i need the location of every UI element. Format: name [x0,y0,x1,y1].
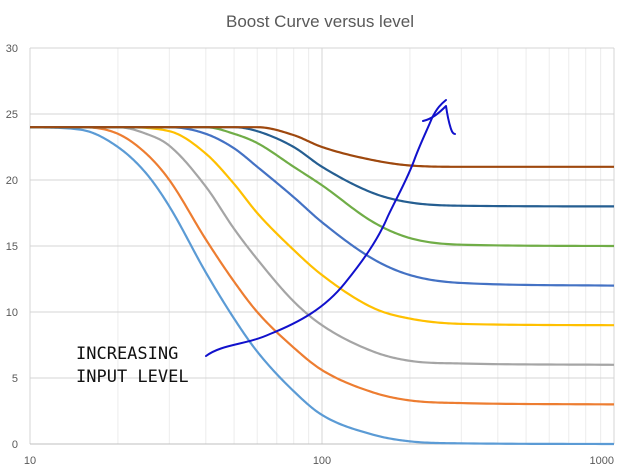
y-tick-label: 25 [6,109,18,121]
x-tick-label: 1000 [590,455,614,467]
series-lines [29,126,615,446]
series-line-5 [30,126,615,287]
axis-tick-labels: 0 5 10 15 20 25 30 10 100 1000 [6,43,614,467]
series-line-8 [30,126,614,168]
y-tick-label: 30 [6,43,18,55]
series-line-2 [30,126,615,406]
y-tick-label: 15 [6,241,18,253]
series-line-1 [29,126,615,446]
y-tick-label: 5 [12,373,18,385]
annotation-arrow-head [422,105,456,135]
y-tick-label: 10 [6,307,18,319]
annotation-line-2: INPUT LEVEL [76,367,189,387]
x-tick-label: 10 [24,455,36,467]
annotation-line-1: INCREASING [76,344,178,364]
y-tick-label: 0 [12,439,18,451]
y-tick-label: 20 [6,175,18,187]
handwritten-annotation: INCREASING INPUT LEVEL [76,99,456,387]
series-line-3 [30,126,615,366]
series-line-4 [30,126,615,327]
chart-title: Boost Curve versus level [226,12,414,31]
series-line-6 [30,126,615,248]
x-tick-label: 100 [313,455,331,467]
